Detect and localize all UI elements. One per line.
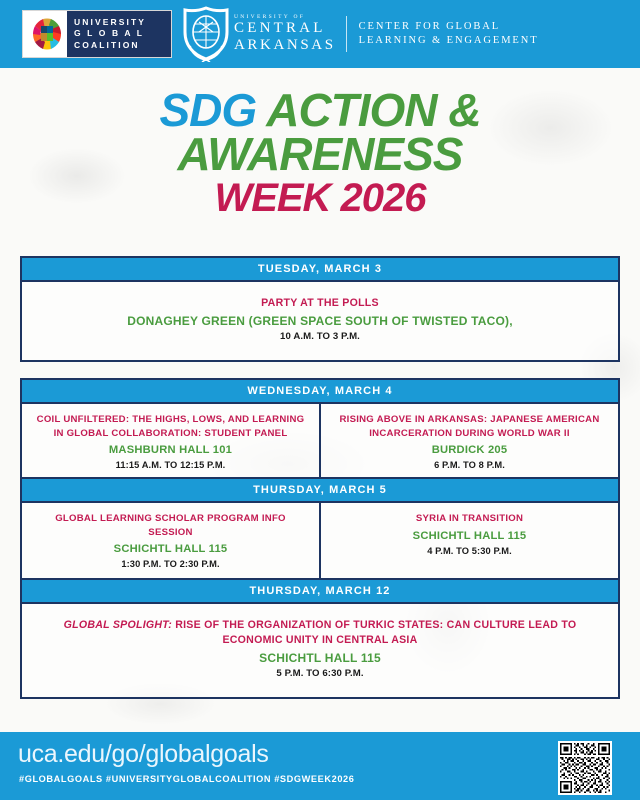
event-time: 11:15 A.M. TO 12:15 P.M. (115, 460, 226, 470)
event-block-date: THURSDAY, MARCH 12 (22, 580, 618, 604)
footer-hashtags: #GLOBALGOALS #UNIVERSITYGLOBALCOALITION … (19, 774, 355, 784)
event-title: GLOBAL SPOLIGHT: RISE OF THE ORGANIZATIO… (40, 618, 600, 648)
event-location: SCHICHTL HALL 115 (113, 543, 228, 555)
event-time: 1:30 P.M. TO 2:30 P.M. (121, 559, 220, 569)
ugc-line-1: UNIVERSITY (74, 16, 147, 27)
event-title: PARTY AT THE POLLS (261, 297, 379, 309)
event-time: 5 P.M. TO 6:30 P.M. (276, 668, 364, 679)
title-line-2: AWARENESS (177, 128, 464, 180)
uca-wordmark: UNIVERSITY OF CENTRAL ARKANSAS (234, 14, 336, 54)
footer-bar: uca.edu/go/globalgoals #GLOBALGOALS #UNI… (0, 732, 640, 800)
event-block-wednesday-march-4: WEDNESDAY, MARCH 4 COIL UNFILTERED: THE … (20, 378, 620, 485)
event-column: GLOBAL LEARNING SCHOLAR PROGRAM INFO SES… (22, 503, 319, 582)
footer-url[interactable]: uca.edu/go/globalgoals (18, 740, 269, 768)
university-global-coalition-logo: UNIVERSITY G L O B A L COALITION (22, 10, 172, 58)
ugc-line-2: G L O B A L (74, 28, 145, 39)
event-location: DONAGHEY GREEN (GREEN SPACE SOUTH OF TWI… (127, 314, 513, 328)
event-location: BURDICK 205 (431, 444, 508, 456)
event-time: 10 A.M. TO 3 P.M. (280, 331, 360, 342)
event-column: COIL UNFILTERED: THE HIGHS, LOWS, AND LE… (22, 404, 319, 483)
uca-line-university-of: UNIVERSITY OF (234, 14, 306, 20)
title-action: ACTION & (266, 84, 481, 136)
ugc-line-3: COALITION (74, 39, 140, 50)
uca-line-central: CENTRAL (234, 20, 326, 36)
uca-line-arkansas: ARKANSAS (234, 37, 336, 53)
event-location: MASHBURN HALL 101 (108, 444, 233, 456)
event-block-date: WEDNESDAY, MARCH 4 (22, 380, 618, 404)
header-bar: UNIVERSITY G L O B A L COALITION UNIVERS… (0, 0, 640, 68)
event-block-body: PARTY AT THE POLLS DONAGHEY GREEN (GREEN… (22, 282, 618, 360)
event-block-date: THURSDAY, MARCH 5 (22, 479, 618, 503)
ugc-wordmark: UNIVERSITY G L O B A L COALITION (67, 11, 171, 57)
event-title-italic-prefix: GLOBAL SPOLIGHT: (63, 619, 172, 631)
event-column: GLOBAL SPOLIGHT: RISE OF THE ORGANIZATIO… (22, 604, 618, 697)
event-location: SCHICHTL HALL 115 (412, 529, 527, 542)
event-location: SCHICHTL HALL 115 (259, 651, 381, 665)
globe-tiles-icon (28, 15, 66, 53)
event-column: RISING ABOVE IN ARKANSAS: JAPANESE AMERI… (319, 404, 618, 483)
title-sdg: SDG (159, 84, 267, 136)
event-title: RISING ABOVE IN ARKANSAS: JAPANESE AMERI… (339, 414, 600, 439)
event-title-main: RISE OF THE ORGANIZATION OF TURKIC STATE… (172, 619, 577, 646)
event-block-thursday-march-12: THURSDAY, MARCH 12 GLOBAL SPOLIGHT: RISE… (20, 578, 620, 699)
center-for-global-learning-name: CENTER FOR GLOBAL LEARNING & ENGAGEMENT (359, 20, 539, 48)
event-title: COIL UNFILTERED: THE HIGHS, LOWS, AND LE… (36, 414, 305, 439)
event-block-date: TUESDAY, MARCH 3 (22, 258, 618, 282)
header-divider (345, 16, 347, 52)
event-time: 4 P.M. TO 5:30 P.M. (427, 545, 512, 556)
event-title: GLOBAL LEARNING SCHOLAR PROGRAM INFO SES… (55, 513, 286, 538)
event-block-tuesday-march-3: TUESDAY, MARCH 3 PARTY AT THE POLLS DONA… (20, 256, 620, 362)
qr-code-icon[interactable] (558, 741, 612, 795)
event-column: SYRIA IN TRANSITION SCHICHTL HALL 115 4 … (319, 503, 618, 582)
center-name-line-1: CENTER FOR GLOBAL (358, 21, 501, 32)
title-line-3: WEEK 2026 (214, 176, 426, 220)
event-title: SYRIA IN TRANSITION (415, 513, 524, 524)
event-block-body: GLOBAL SPOLIGHT: RISE OF THE ORGANIZATIO… (22, 604, 618, 697)
event-block-body: COIL UNFILTERED: THE HIGHS, LOWS, AND LE… (22, 404, 618, 483)
title-line-1: SDG ACTION & (0, 87, 640, 133)
uca-shield-icon (183, 6, 229, 62)
poster-title: SDG ACTION & AWARENESS WEEK 2026 (0, 87, 640, 220)
event-block-body: GLOBAL LEARNING SCHOLAR PROGRAM INFO SES… (22, 503, 618, 582)
center-name-line-2: LEARNING & ENGAGEMENT (358, 35, 539, 46)
event-time: 6 P.M. TO 8 P.M. (434, 460, 505, 470)
event-block-thursday-march-5: THURSDAY, MARCH 5 GLOBAL LEARNING SCHOLA… (20, 477, 620, 584)
event-column: PARTY AT THE POLLS DONAGHEY GREEN (GREEN… (22, 282, 618, 360)
